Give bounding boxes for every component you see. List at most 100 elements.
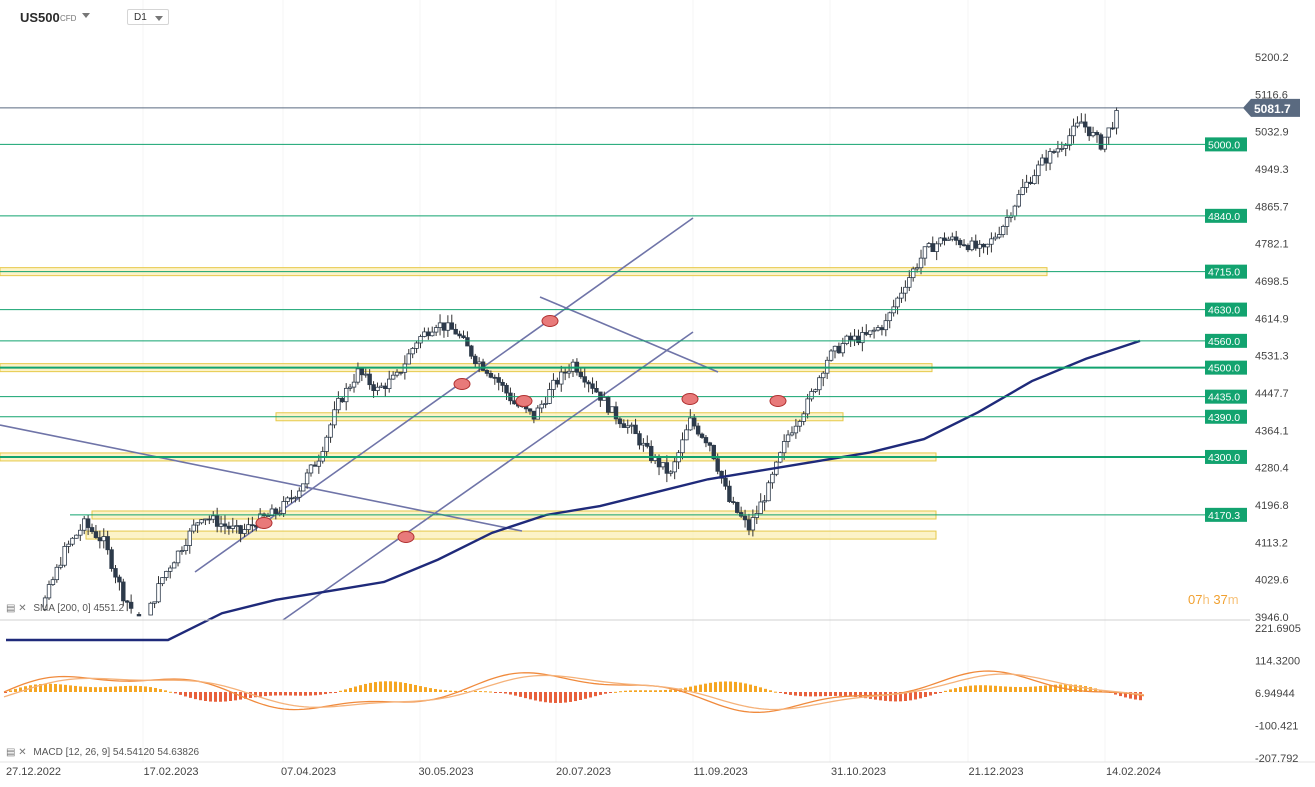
candle-body <box>867 330 873 335</box>
candle-body <box>426 331 431 337</box>
macd-histogram-bar <box>394 681 397 692</box>
candle-body <box>582 376 587 383</box>
candle-body <box>1106 127 1111 138</box>
level-label-box <box>1205 409 1247 424</box>
candle-body <box>586 381 591 385</box>
level-label: 4390.0 <box>1208 412 1240 424</box>
macd-histogram-bar <box>344 689 347 692</box>
macd-panel <box>3 670 1145 713</box>
macd-histogram-bar <box>549 692 552 703</box>
sma-params: [200, 0] <box>57 603 91 614</box>
macd-histogram-bar <box>479 691 482 693</box>
macd-histogram-bar <box>1044 685 1047 692</box>
candle-body <box>465 337 470 347</box>
indicator-settings-icon[interactable]: ▤ ✕ <box>6 747 27 758</box>
trendline <box>0 424 523 532</box>
macd-histogram-bar <box>954 688 957 692</box>
candle-body <box>609 406 615 413</box>
indicator-settings-icon[interactable]: ▤ ✕ <box>6 603 27 614</box>
candle-body <box>355 368 361 383</box>
candle-body <box>832 345 838 352</box>
symbol-name[interactable]: US500 <box>20 10 60 25</box>
candle-body <box>1016 194 1021 207</box>
macd-histogram-bar <box>1084 686 1087 692</box>
candle-body <box>351 381 357 388</box>
macd-histogram-bar <box>179 692 182 695</box>
candle-body <box>668 471 673 474</box>
macd-histogram-bar <box>249 692 252 698</box>
macd-histogram-bar <box>949 689 952 692</box>
macd-histogram-bar <box>1094 688 1097 692</box>
candle-body <box>125 600 130 603</box>
candle-body <box>840 343 846 354</box>
candle-body <box>390 374 396 380</box>
candle-body <box>437 322 443 328</box>
candle-body <box>883 320 889 331</box>
macd-histogram-bar <box>314 692 317 696</box>
macd-histogram-bar <box>1119 692 1122 697</box>
candle-body <box>672 461 677 473</box>
macd-histogram-bar <box>799 692 802 697</box>
macd-histogram-bar <box>809 692 812 697</box>
timeframe-select[interactable]: D1 <box>127 9 169 25</box>
macd-histogram-bar <box>819 692 822 697</box>
macd-value-1: 54.54120 <box>112 747 155 758</box>
macd-histogram-bar <box>599 692 602 695</box>
candle-body <box>66 543 71 547</box>
candle-body <box>946 238 951 241</box>
macd-histogram-bar <box>684 687 687 692</box>
macd-histogram-bar <box>704 683 707 692</box>
candle-body <box>903 286 908 294</box>
candle-body <box>441 322 447 331</box>
macd-indicator-label[interactable]: ▤ ✕ MACD [12, 26, 9] 54.54120 54.63826 <box>6 747 199 758</box>
candle-body <box>1114 110 1119 129</box>
level-label-box <box>1205 137 1247 152</box>
candle-body <box>692 417 697 427</box>
macd-histogram-bar <box>254 692 257 698</box>
candle-body <box>895 297 900 308</box>
macd-histogram-bar <box>89 687 92 692</box>
candle-body <box>179 550 185 553</box>
price-tick-label: 4280.4 <box>1255 463 1289 475</box>
macd-histogram-bar <box>674 689 677 692</box>
price-tick-label: 4364.1 <box>1255 425 1289 437</box>
candle-body <box>793 425 799 434</box>
candle-body <box>965 244 971 251</box>
candle-body <box>430 331 435 337</box>
candle-body <box>406 353 411 365</box>
candle-body <box>207 518 212 521</box>
macd-histogram-bar <box>9 690 12 692</box>
level-label: 4500.0 <box>1208 363 1240 375</box>
macd-histogram-bar <box>884 692 887 701</box>
level-label: 4630.0 <box>1208 305 1240 317</box>
symbol-dropdown-icon[interactable] <box>82 13 90 18</box>
macd-histogram-bar <box>904 692 907 702</box>
horizontal-levels[interactable]: 5000.0 4840.0 4715.0 4630.0 4560.0 4500.0 4435… <box>0 98 1300 522</box>
candle-body <box>74 534 79 539</box>
macd-histogram-bar <box>894 692 897 702</box>
highlight-marker <box>541 315 559 327</box>
macd-histogram-bar <box>709 682 712 692</box>
countdown-minutes: 37 <box>1213 592 1228 607</box>
candle-body <box>985 243 990 248</box>
macd-histogram-bar <box>159 689 162 692</box>
macd-histogram-bar <box>994 685 997 692</box>
macd-histogram-bar <box>114 686 117 692</box>
macd-histogram-bar <box>359 685 362 692</box>
macd-histogram-bar <box>1039 686 1042 692</box>
macd-histogram-bar <box>694 685 697 692</box>
macd-histogram-bar <box>569 692 572 702</box>
price-tick-label: 4113.2 <box>1255 537 1288 549</box>
macd-histogram-bar <box>224 692 227 702</box>
price-tick-label: 4029.6 <box>1255 575 1289 587</box>
candle-body <box>164 570 169 578</box>
sma-indicator-label[interactable]: ▤ ✕ SMA [200, 0] 4551.2 <box>6 603 124 614</box>
candle-body <box>109 549 114 569</box>
level-label: 4560.0 <box>1208 336 1240 348</box>
chevron-down-icon <box>155 16 163 21</box>
time-tick-label: 21.12.2023 <box>969 766 1024 778</box>
macd-histogram-bar <box>584 692 587 699</box>
candle-body <box>1051 151 1057 153</box>
candle-body <box>191 524 196 532</box>
